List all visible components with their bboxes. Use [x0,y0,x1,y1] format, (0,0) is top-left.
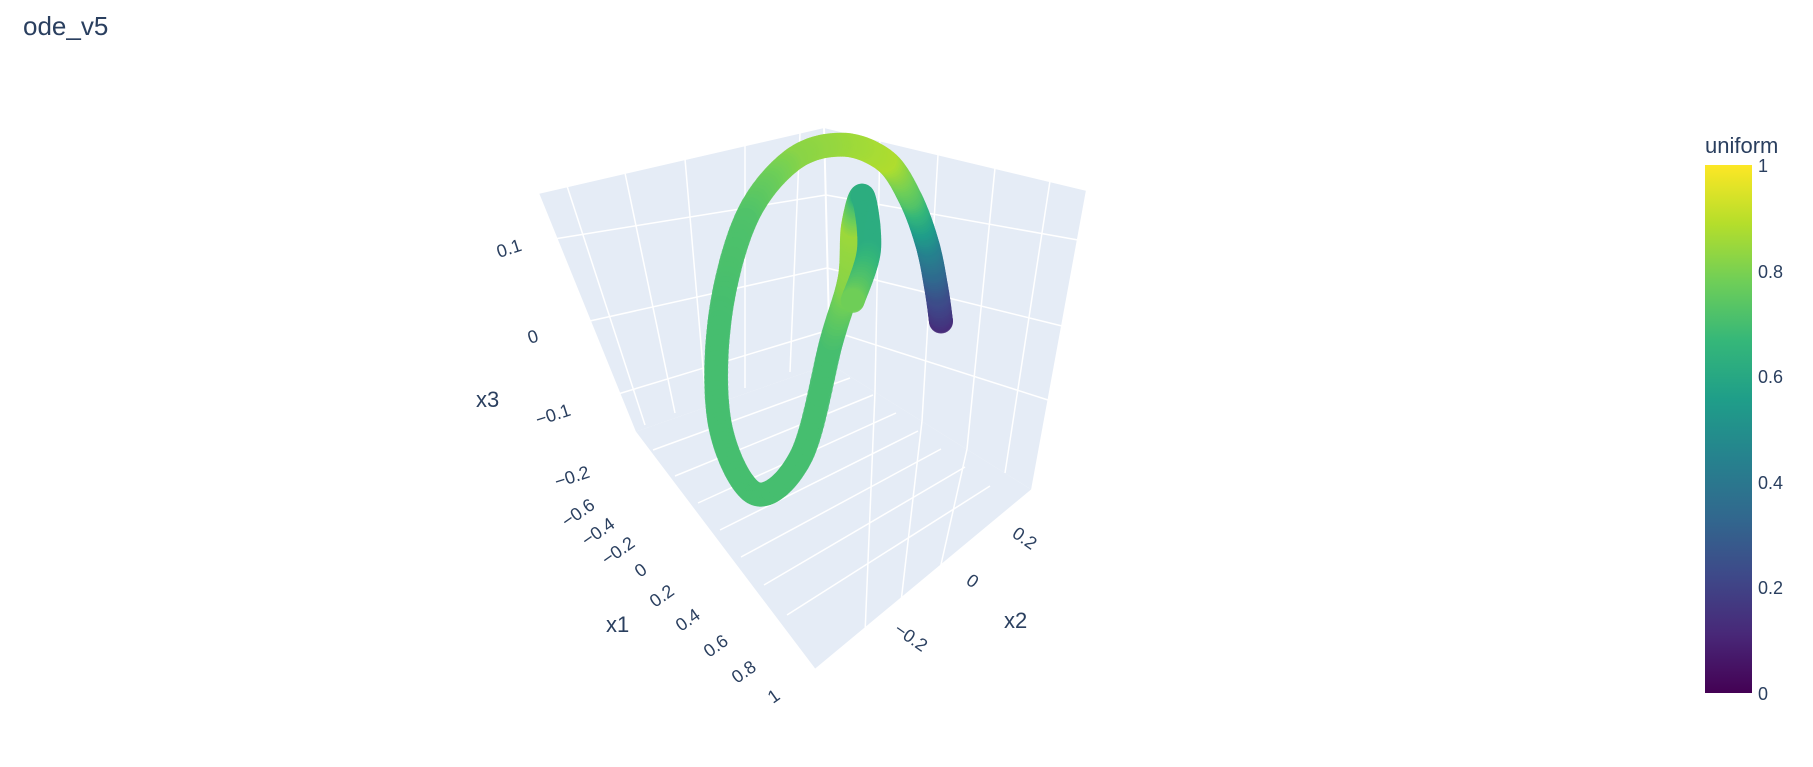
x1-tick-label: 0.2 [646,581,678,612]
colorbar-tick-label: 1 [1758,156,1768,176]
x1-tick-label: 0.4 [672,605,704,636]
colorbar-tick-label: 0.8 [1758,262,1783,282]
colorbar: uniform 1 0.8 0.6 0.4 0.2 0 [1705,133,1783,704]
colorbar-tick-label: 0 [1758,684,1768,704]
trajectory-series[interactable] [704,132,953,507]
x1-tick-label: 1 [764,685,784,707]
x3-tick-label: −0.1 [533,400,573,430]
x1-axis-title: x1 [606,612,629,637]
x2-tick-label: −0.2 [891,619,932,656]
x2-tick-label: 0 [963,570,983,592]
x1-tick-label: 0.8 [728,657,760,688]
x3-tick-label: −0.2 [552,462,592,492]
colorbar-tick-label: 0.4 [1758,473,1783,493]
trajectory-point[interactable] [840,288,865,313]
colorbar-tick-label: 0.2 [1758,578,1783,598]
grid-lines [547,132,1079,635]
x2-tick-label: 0.2 [1009,523,1041,554]
scene-3d[interactable] [537,125,1088,672]
x3-axis-title: x3 [476,387,499,412]
x3-tick-label: 0 [525,326,541,348]
colorbar-title: uniform [1705,133,1778,158]
colorbar-gradient [1705,165,1752,693]
chart-title: ode_v5 [23,11,109,41]
colorbar-tick-label: 0.6 [1758,367,1783,387]
x1-tick-label: 0 [631,559,651,581]
x3-tick-label: 0.1 [494,235,524,262]
x1-tick-label: 0.6 [700,631,732,662]
pane-back-right [824,127,1087,490]
x2-axis-title: x2 [1004,608,1027,633]
